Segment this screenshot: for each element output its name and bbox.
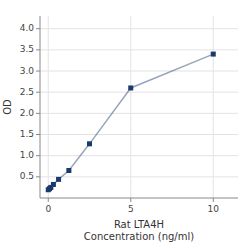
x-grid-line [48,16,49,198]
x-tick [48,198,49,202]
y-tick-label: 2.0 [20,108,35,118]
x-axis-label: Rat LTA4HConcentration (ng/ml) [84,219,194,242]
chart: 0.5 1.0 1.5 2.0 2.5 3.0 3.5 4.0 0 5 10 Rat LTA4HCon… [0,0,250,250]
y-grid-line [40,176,238,177]
y-grid-line [40,49,238,50]
x-tick-label: 5 [128,204,134,214]
x-tick-label: 10 [208,204,220,214]
chart-container: 0.5 1.0 1.5 2.0 2.5 3.0 3.5 4.0 0 5 10 Rat LTA4HCon… [0,0,250,250]
axes: 0.5 1.0 1.5 2.0 2.5 3.0 3.5 4.0 0 5 10 [20,16,238,214]
y-tick-label: 1.5 [20,129,34,139]
y-tick [36,113,40,114]
data-point [87,141,92,146]
x-grid-line [213,16,214,198]
y-grid-line [40,113,238,114]
x-tick [130,198,131,202]
y-tick-label: 3.0 [20,66,35,76]
y-tick [36,28,40,29]
x-grid-line [130,16,131,198]
x-axis-line [40,198,238,199]
data-point [51,182,56,187]
x-axis-label-line: Concentration (ng/ml) [84,231,194,242]
y-tick [36,71,40,72]
y-tick-label: 1.0 [20,150,35,160]
data-point [56,177,61,182]
series [46,52,216,193]
y-grid-line [40,134,238,135]
y-tick [36,155,40,156]
y-grid-line [40,155,238,156]
x-axis-label-line: Rat LTA4H [114,219,164,230]
y-tick [36,92,40,93]
data-line [48,54,213,190]
x-tick-label: 0 [45,204,51,214]
y-grid-line [40,92,238,93]
y-axis-line [40,16,41,198]
y-axis-label: OD [2,99,13,115]
data-point [66,168,71,173]
y-tick [36,49,40,50]
y-tick-label: 4.0 [20,23,35,33]
y-tick-label: 2.5 [20,87,34,97]
data-point [211,52,216,57]
y-tick-label: 3.5 [20,44,34,54]
grid [40,16,238,198]
y-tick [36,134,40,135]
y-grid-line [40,28,238,29]
y-tick-label: 0.5 [20,171,34,181]
x-tick [213,198,214,202]
y-tick [36,176,40,177]
data-point [128,85,133,90]
y-grid-line [40,71,238,72]
